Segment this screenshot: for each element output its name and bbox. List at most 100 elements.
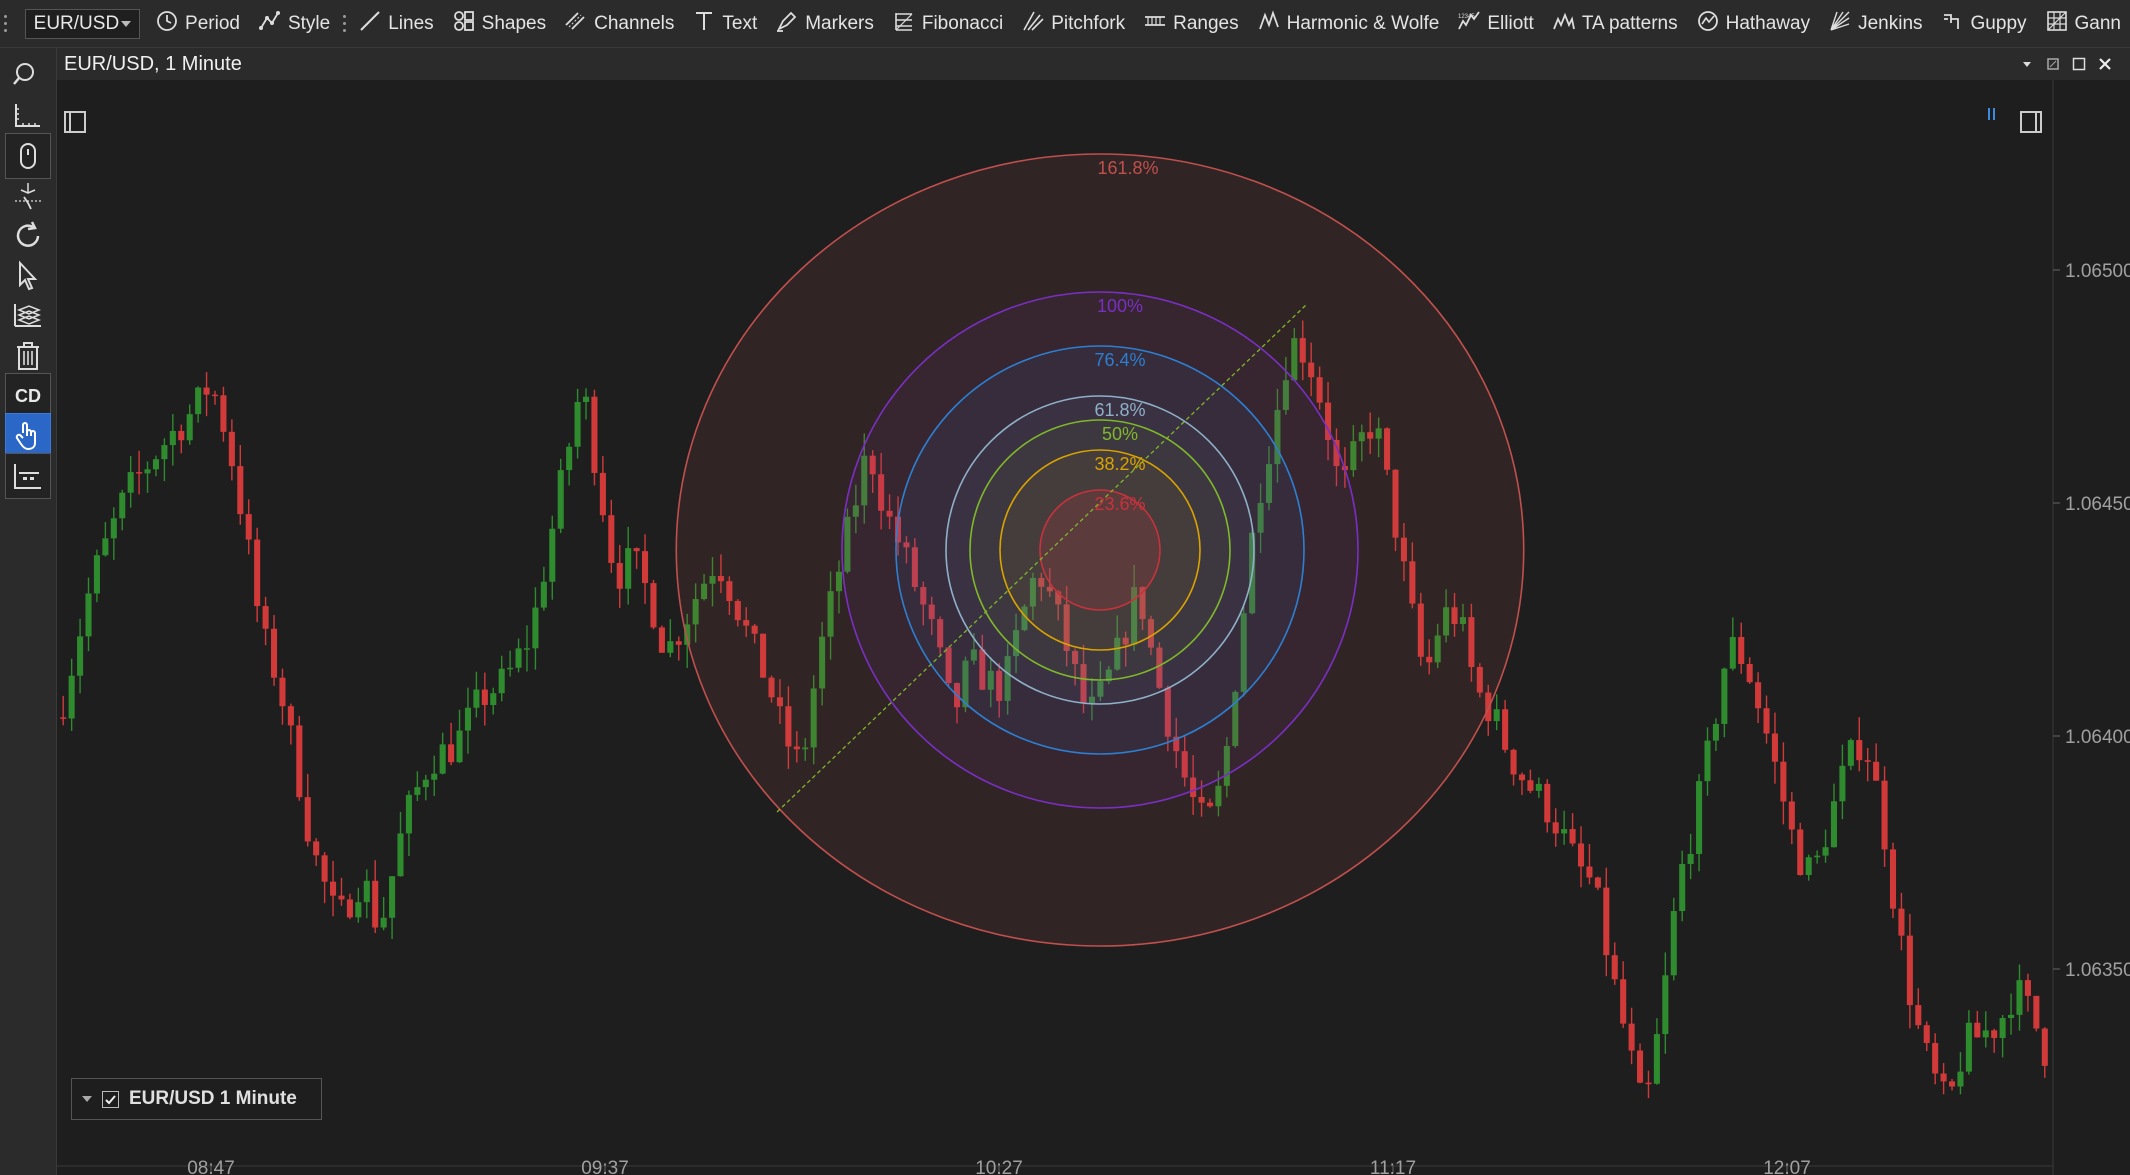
candle — [1771, 712, 1778, 784]
price-chart[interactable]: 1.06500 1.06450 1.06400 1.06350 08:47 09:37 10… — [57, 80, 2130, 1175]
candle — [1577, 826, 1585, 888]
trash-icon[interactable] — [5, 333, 51, 379]
candle — [886, 494, 893, 530]
toolbar-channels-button[interactable]: Channels — [555, 0, 683, 48]
candle — [1889, 842, 1897, 919]
pan-icon[interactable] — [5, 173, 51, 219]
candle — [1780, 742, 1787, 825]
harmonic-icon — [1257, 9, 1281, 39]
candle — [1131, 564, 1138, 652]
toolbar-markers-button[interactable]: Markers — [766, 0, 883, 48]
candle — [507, 650, 514, 677]
chevron-down-icon — [121, 20, 132, 27]
candle — [1055, 590, 1062, 621]
close-icon[interactable] — [2093, 52, 2117, 76]
candle — [1679, 850, 1686, 922]
toolbar-shapes-button[interactable]: Shapes — [443, 0, 555, 48]
toolbar-period-button[interactable]: Period — [146, 0, 249, 48]
candle — [1940, 1063, 1947, 1095]
toolbar-jenkins-button[interactable]: Jenkins — [1819, 0, 1931, 48]
candle — [1923, 1021, 1930, 1052]
collapse-triangle-icon[interactable] — [82, 1096, 92, 1102]
candle — [1982, 1011, 1989, 1048]
candle — [1367, 412, 1374, 455]
toolbar-lines-button[interactable]: Lines — [349, 0, 442, 48]
toolbar-text-button[interactable]: Text — [683, 0, 766, 48]
mouse-icon[interactable] — [5, 133, 51, 179]
candle — [785, 686, 792, 769]
x-axis-tick-label: 12:07 — [1763, 1158, 1811, 1175]
toolbar-guppy-button[interactable]: Guppy — [1932, 0, 2036, 48]
candle — [102, 522, 109, 557]
candle — [1594, 876, 1601, 891]
maximize-icon[interactable] — [2067, 52, 2091, 76]
toolbar-item-label: TA patterns — [1581, 12, 1678, 34]
refresh-icon[interactable] — [5, 213, 51, 259]
y-axis-tick-label: 1.06350 — [2065, 960, 2130, 981]
cd-button[interactable]: CD — [5, 373, 51, 419]
panel-left-icon[interactable] — [64, 111, 86, 133]
fib-circle[interactable] — [895, 345, 1305, 755]
candles-group — [60, 320, 2048, 1099]
gann-icon — [2045, 9, 2069, 39]
toolbar-harmonic-wolfe-button[interactable]: Harmonic & Wolfe — [1248, 0, 1449, 48]
toolbar-elliott-button[interactable]: 12345 Elliott — [1448, 0, 1542, 48]
toolbar-style-button[interactable]: Style — [249, 0, 339, 48]
fib-circle[interactable] — [945, 395, 1255, 705]
toolbar-hathaway-button[interactable]: Hathaway — [1687, 0, 1820, 48]
fib-level-label: 76.4% — [1094, 350, 1145, 370]
candle — [1527, 769, 1534, 794]
candle — [346, 893, 353, 920]
toolbar-item-label: Harmonic & Wolfe — [1286, 12, 1440, 34]
panel-right-icon[interactable] — [2020, 111, 2042, 133]
candle — [119, 489, 126, 531]
candle — [903, 536, 910, 564]
chart-settings-icon[interactable] — [5, 453, 51, 499]
candle — [254, 527, 261, 623]
candle — [515, 638, 522, 673]
toolbar-ta-patterns-button[interactable]: TA patterns — [1543, 0, 1687, 48]
dropdown-icon[interactable] — [2015, 52, 2039, 76]
candle — [540, 566, 547, 611]
candle — [2024, 973, 2031, 1012]
pause-icon[interactable] — [1988, 108, 1995, 120]
candle — [1864, 747, 1871, 782]
toolbar-fibonacci-button[interactable]: Fibonacci — [883, 0, 1012, 48]
candle — [1535, 777, 1542, 798]
candle — [625, 526, 632, 605]
fib-circle[interactable] — [1039, 489, 1161, 611]
search-icon[interactable] — [5, 53, 51, 99]
fib-circle[interactable] — [675, 153, 1525, 947]
ruler-icon[interactable] — [5, 93, 51, 139]
toolbar-ranges-button[interactable]: Ranges — [1134, 0, 1248, 48]
fib-circle[interactable] — [999, 449, 1201, 651]
candle — [642, 534, 649, 605]
candle — [389, 876, 396, 940]
toolbar-gann-button[interactable]: Gann — [2036, 0, 2130, 48]
candle — [1915, 988, 1922, 1029]
fib-level-label: 38.2% — [1094, 454, 1145, 474]
candle — [633, 547, 640, 569]
toolbar-grip[interactable] — [0, 0, 11, 48]
candle — [363, 869, 370, 919]
fib-trend-line[interactable] — [776, 304, 1307, 813]
candle — [1013, 613, 1020, 674]
toolbar-pitchfork-button[interactable]: Pitchfork — [1012, 0, 1134, 48]
fib-circle[interactable] — [841, 291, 1359, 809]
fib-circle[interactable] — [969, 419, 1231, 681]
fibonacci-circles[interactable]: 23.6% 38.2% 50% 61.8% 76.4% 100% 161.8% — [675, 153, 1525, 947]
symbol-select[interactable]: EUR/USD — [24, 8, 141, 39]
candle — [692, 583, 699, 643]
restore-icon[interactable] — [2041, 52, 2065, 76]
candle — [776, 679, 783, 725]
touch-icon[interactable] — [5, 413, 51, 459]
series-legend[interactable]: EUR/USD 1 Minute — [71, 1078, 322, 1120]
layers-icon[interactable] — [5, 293, 51, 339]
channels-icon — [564, 9, 588, 39]
candle — [464, 687, 471, 754]
toolbar-item-label: Shapes — [481, 12, 547, 34]
candle — [1333, 428, 1340, 487]
cursor-icon[interactable] — [5, 253, 51, 299]
candle — [616, 544, 623, 608]
series-visibility-checkbox[interactable] — [102, 1090, 119, 1108]
